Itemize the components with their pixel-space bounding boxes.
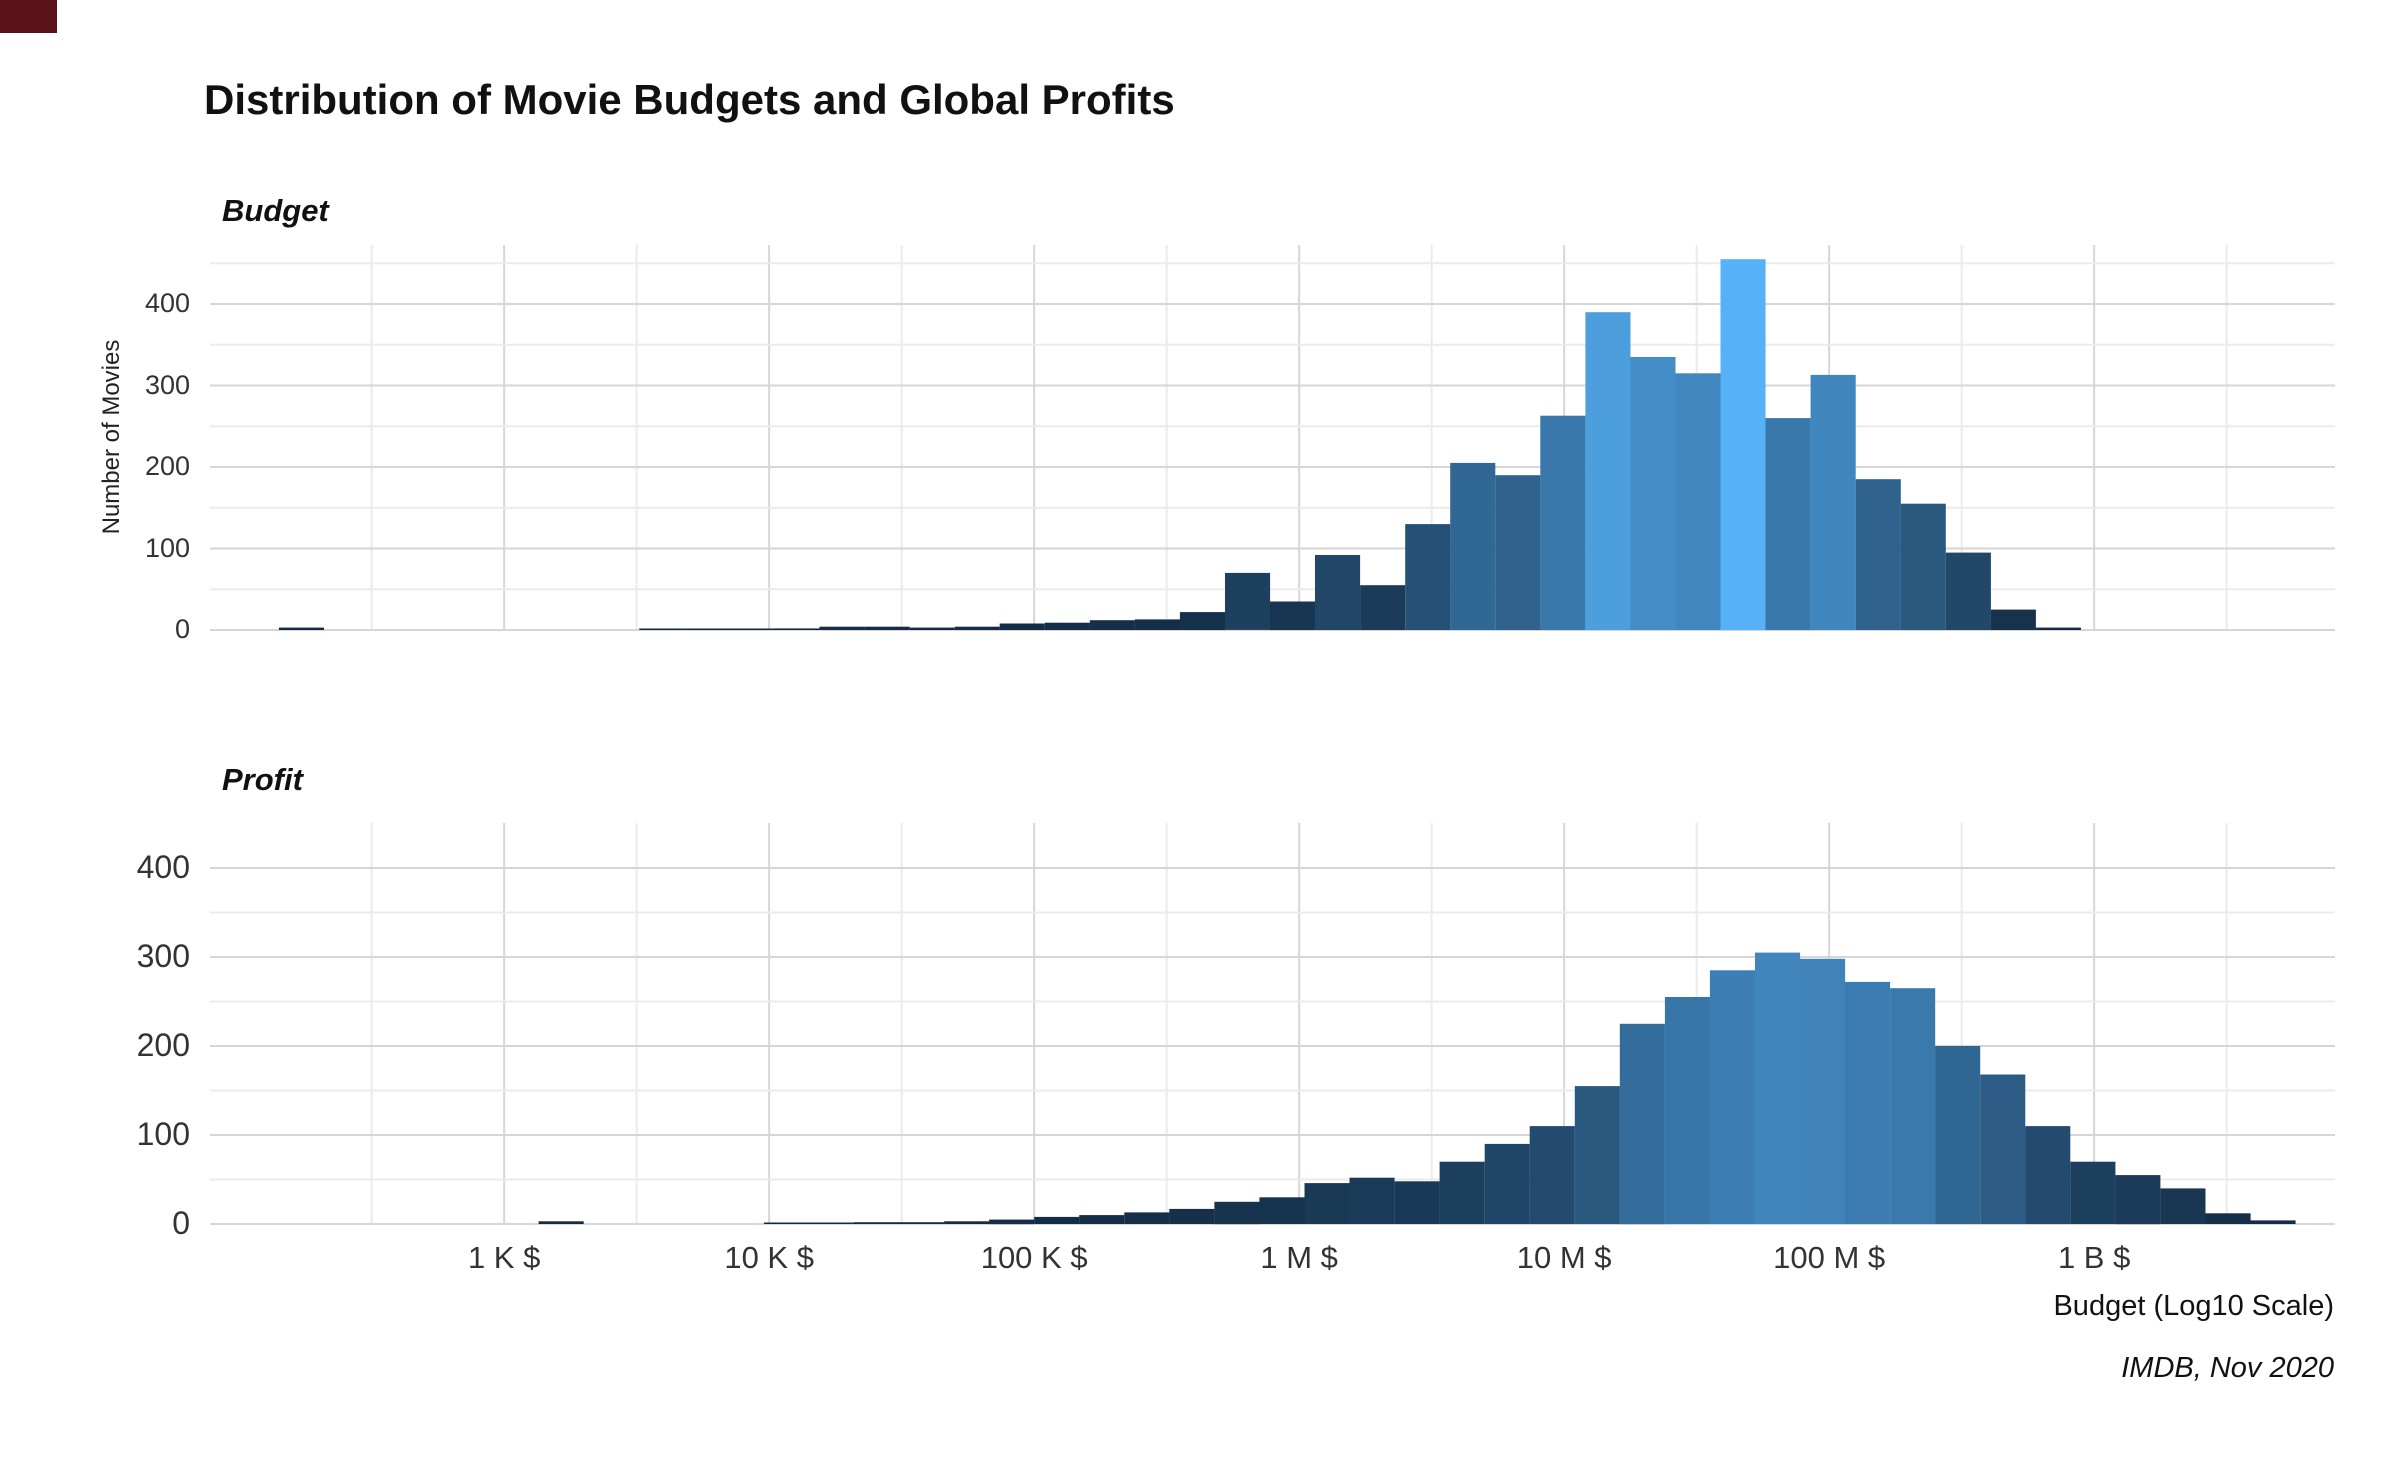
histogram-bar	[1169, 1208, 1215, 1224]
x-tick-label: 10 M $	[1516, 1240, 1612, 1275]
histogram-bar	[1439, 1161, 1485, 1224]
histogram-bar	[1225, 572, 1271, 630]
y-axis-title: Number of Movies	[98, 339, 125, 535]
histogram-bar	[1675, 373, 1721, 630]
histogram-bar	[854, 1222, 900, 1224]
histogram-bar	[1664, 997, 1710, 1224]
histogram-bar	[763, 1222, 809, 1224]
histogram-bar	[2205, 1213, 2251, 1224]
histogram-bar	[944, 1221, 990, 1224]
histogram-bar	[774, 628, 820, 630]
y-tick-label: 300	[136, 938, 190, 975]
histogram-bar	[1349, 1177, 1395, 1224]
corner-marker	[0, 0, 57, 33]
histogram-bar	[684, 628, 730, 630]
histogram-bar	[729, 628, 775, 630]
histogram-bar	[819, 626, 865, 630]
histogram-bar	[1980, 1074, 2026, 1224]
histogram-bar	[1529, 1126, 1575, 1224]
histogram-bar	[538, 1221, 584, 1224]
histogram-bar	[989, 1219, 1035, 1225]
y-tick-label: 100	[144, 532, 190, 563]
histogram-bar	[1630, 357, 1676, 630]
histogram-bar	[1765, 418, 1811, 630]
y-tick-label: 0	[174, 614, 190, 645]
x-tick-label: 1 B $	[2057, 1240, 2131, 1275]
histogram-bar	[1079, 1215, 1125, 1224]
histogram-bar	[1720, 259, 1766, 630]
y-tick-label: 300	[144, 369, 190, 400]
histogram-bar	[2115, 1175, 2161, 1225]
histogram-bar	[1304, 1183, 1350, 1224]
histogram-bar	[2025, 1126, 2071, 1224]
histogram-bar	[1845, 981, 1891, 1224]
histogram-bar	[1709, 970, 1755, 1224]
y-tick-label: 0	[172, 1205, 190, 1242]
histogram-bar	[1619, 1023, 1665, 1225]
histogram-bar	[1540, 415, 1586, 630]
histogram-bar	[278, 627, 324, 630]
histogram-bar	[1270, 601, 1316, 630]
histogram-bar	[864, 626, 910, 630]
histogram-bar	[2070, 1161, 2116, 1224]
x-tick-label: 10 K $	[724, 1240, 814, 1275]
histogram-bar	[808, 1222, 854, 1224]
budget-histogram	[210, 245, 2335, 631]
histogram-bar	[954, 626, 1000, 630]
histogram-bar	[1089, 620, 1135, 630]
y-tick-label: 400	[144, 288, 190, 319]
histogram-bar	[909, 627, 955, 630]
x-tick-label: 1 M $	[1260, 1240, 1338, 1275]
histogram-bar	[1484, 1143, 1530, 1224]
histogram-bar	[999, 623, 1045, 630]
histogram-bar	[1755, 952, 1801, 1224]
histogram-bar	[1935, 1046, 1981, 1224]
histogram-bar	[1214, 1201, 1260, 1225]
y-tick-label: 200	[136, 1027, 190, 1064]
histogram-bar	[1315, 555, 1361, 630]
panel-label-budget: Budget	[222, 193, 329, 228]
x-tick-label: 100 K $	[980, 1240, 1088, 1275]
x-tick-label: 100 M $	[1773, 1240, 1886, 1275]
x-axis-caption: Budget (Log10 Scale)	[2053, 1290, 2334, 1322]
histogram-bar	[1034, 1216, 1080, 1224]
histogram-bar	[899, 1222, 945, 1224]
histogram-bar	[1360, 585, 1406, 630]
source-note: IMDB, Nov 2020	[2121, 1352, 2334, 1384]
histogram-bar	[639, 628, 685, 630]
histogram-bar	[1900, 503, 1946, 630]
histogram-bar	[1394, 1181, 1440, 1224]
histogram-bar	[1890, 988, 1936, 1224]
y-tick-label: 400	[136, 849, 190, 886]
histogram-bar	[1259, 1197, 1305, 1224]
y-tick-label: 200	[144, 451, 190, 482]
histogram-bar	[1044, 622, 1090, 630]
histogram-bar	[1990, 609, 2036, 630]
histogram-bar	[2250, 1220, 2296, 1224]
histogram-bar	[1134, 619, 1180, 630]
profit-histogram	[210, 823, 2335, 1225]
histogram-bar	[1495, 475, 1541, 630]
histogram-bar	[1945, 552, 1991, 630]
histogram-bar	[1855, 479, 1901, 630]
chart-title: Distribution of Movie Budgets and Global…	[204, 76, 1175, 123]
panel-label-profit: Profit	[222, 762, 303, 797]
y-tick-label: 100	[136, 1116, 190, 1153]
histogram-bar	[2035, 627, 2081, 630]
histogram-bar	[1450, 462, 1496, 630]
histogram-bar	[1800, 958, 1846, 1224]
histogram-bar	[1405, 524, 1451, 630]
histogram-bar	[1810, 374, 1856, 630]
histogram-bar	[1124, 1212, 1170, 1224]
histogram-bar	[2160, 1188, 2206, 1224]
histogram-bar	[1585, 312, 1631, 630]
histogram-bar	[1179, 612, 1225, 630]
x-tick-label: 1 K $	[467, 1240, 541, 1275]
histogram-bar	[1574, 1086, 1620, 1224]
